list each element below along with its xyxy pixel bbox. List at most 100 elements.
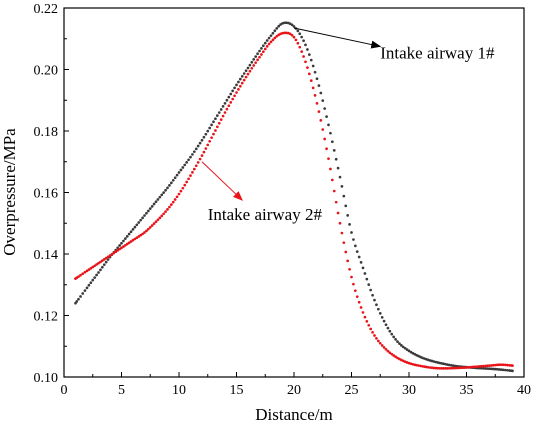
data-point <box>254 61 258 65</box>
data-point <box>321 99 325 102</box>
data-point <box>77 297 80 301</box>
data-point <box>202 135 206 139</box>
data-point <box>246 66 250 70</box>
data-point <box>112 251 116 255</box>
data-point <box>148 207 152 210</box>
data-point <box>87 283 91 287</box>
data-point <box>214 117 217 121</box>
x-tick-label: 0 <box>61 383 68 398</box>
data-point <box>388 351 392 355</box>
series-layer <box>74 21 514 373</box>
data-point <box>252 64 256 67</box>
data-point <box>506 368 509 372</box>
data-point <box>137 235 141 238</box>
data-point <box>189 155 192 159</box>
data-point <box>145 211 148 215</box>
data-point <box>219 118 223 121</box>
data-point <box>484 367 488 370</box>
x-tick-label: 40 <box>517 383 531 398</box>
data-point <box>352 282 355 286</box>
data-point <box>87 268 91 271</box>
data-point <box>292 25 296 28</box>
data-point <box>338 175 342 179</box>
data-point <box>152 222 156 225</box>
data-point <box>468 365 472 369</box>
data-point <box>503 363 507 367</box>
data-point <box>168 205 171 209</box>
data-point <box>269 40 273 44</box>
data-point <box>93 264 97 268</box>
data-point <box>135 223 139 227</box>
x-tick-label: 25 <box>345 383 359 398</box>
data-point <box>215 114 219 117</box>
data-point <box>260 53 263 56</box>
data-point <box>359 306 363 309</box>
data-point <box>392 335 396 339</box>
data-point <box>273 36 277 40</box>
data-point <box>240 81 244 85</box>
data-point <box>294 38 298 42</box>
data-point <box>313 94 317 97</box>
data-point <box>269 34 273 38</box>
y-tick-label: 0.18 <box>34 125 59 140</box>
data-point <box>198 141 202 145</box>
data-point <box>488 367 491 371</box>
data-point <box>453 366 457 370</box>
x-tick-label: 30 <box>402 383 416 398</box>
data-point <box>208 139 212 143</box>
data-point <box>114 250 118 254</box>
data-point <box>160 214 164 218</box>
data-point <box>110 252 114 256</box>
data-point <box>175 173 179 177</box>
series-1 <box>74 21 514 373</box>
y-tick-label: 0.22 <box>34 2 59 17</box>
data-point <box>334 200 338 204</box>
data-point <box>79 273 82 277</box>
data-point <box>162 212 166 216</box>
data-point <box>447 366 451 370</box>
data-point <box>371 293 374 297</box>
data-point <box>336 211 340 215</box>
data-point <box>371 330 374 334</box>
data-point <box>334 157 338 161</box>
data-point <box>330 178 334 182</box>
data-point <box>313 70 317 74</box>
data-point <box>376 339 380 343</box>
data-point <box>238 84 242 88</box>
data-point <box>254 55 258 58</box>
data-point <box>407 349 411 353</box>
data-point <box>357 300 361 304</box>
data-point <box>192 150 196 154</box>
data-point <box>183 183 187 187</box>
data-point <box>133 225 137 229</box>
data-point <box>116 249 120 252</box>
data-point <box>131 228 135 231</box>
data-point <box>506 363 509 367</box>
data-point <box>235 91 238 94</box>
data-point <box>106 258 110 261</box>
data-point <box>95 263 98 266</box>
data-point <box>77 275 80 278</box>
data-point <box>233 86 236 90</box>
data-point <box>237 80 240 84</box>
data-point <box>191 171 194 174</box>
data-point <box>217 121 221 125</box>
data-point <box>187 158 190 162</box>
series-2 <box>74 31 514 370</box>
data-point <box>258 49 261 53</box>
data-point <box>323 107 327 110</box>
data-point <box>390 332 394 336</box>
data-point <box>146 227 150 231</box>
data-point <box>75 300 79 303</box>
data-point <box>403 346 407 350</box>
y-tick-label: 0.10 <box>34 371 59 386</box>
data-point <box>189 174 192 177</box>
data-point <box>306 48 309 51</box>
data-point <box>363 315 367 319</box>
data-point <box>369 327 373 331</box>
data-point <box>405 348 409 351</box>
data-point <box>346 214 350 217</box>
data-point <box>164 188 167 192</box>
data-point <box>382 346 386 349</box>
data-point <box>329 167 332 171</box>
